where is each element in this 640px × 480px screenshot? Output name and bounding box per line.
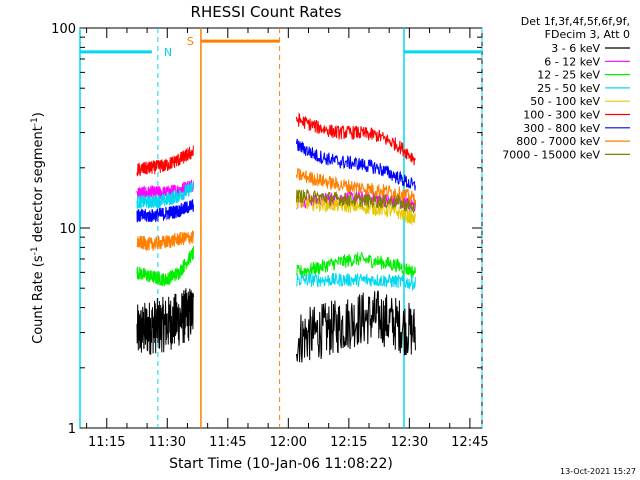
series-line-8-segment-2 [295,168,416,206]
series-line-3-segment-2 [295,250,416,278]
x-axis: 11:15 11:30 11:45 12:00 12:15 12:30 12:45 [86,28,489,450]
series-line-7-segment-1 [136,199,194,223]
y-axis-label-part2: detector segment [31,126,46,246]
legend-entry-label: 800 - 7000 keV [516,135,600,148]
series-line-6-segment-1 [136,145,194,177]
series-line-5-segment-2 [295,195,416,226]
legend-entry-label: 6 - 12 keV [544,55,600,68]
series-line-3-segment-1 [136,246,194,287]
series-line-7-segment-2 [295,138,416,191]
x-tick-label: 11:30 [149,435,186,450]
plot-area [79,27,483,429]
y-axis-label-part1: Count Rate (s [31,255,46,344]
series-line-2-segment-1 [136,179,194,200]
x-tick-label: 11:45 [209,435,246,450]
y-tick-label: 1 [68,422,76,437]
y-axis: 1 10 100 [51,22,482,437]
orbit-annotations: NS [79,28,483,428]
legend-entry-label: 50 - 100 keV [530,95,600,108]
y-axis-label: Count Rate (s-1 detector segment-1) [30,112,46,344]
y-axis-label-sup1: -1 [30,246,40,255]
chart-title: RHESSI Count Rates [191,3,342,21]
series-line-4-segment-1 [136,181,194,209]
legend-entry-label: 300 - 800 keV [523,122,600,135]
legend-entry-label: 3 - 6 keV [551,42,600,55]
legend-entry-label: 12 - 25 keV [537,69,600,82]
series-line-4-segment-2 [295,272,416,291]
series-line-6-segment-2 [295,111,416,166]
y-tick-label: 100 [51,22,76,37]
y-axis-label-sup2: -1 [30,117,40,126]
legend: Det 1f,3f,4f,5f,6f,9f, FDecim 3, Att 0 3… [502,15,630,161]
saa-label: S [187,35,194,48]
legend-header-1: Det 1f,3f,4f,5f,6f,9f, [521,15,630,28]
y-tick-label: 10 [59,222,76,237]
legend-entry-label: 7000 - 15000 keV [502,148,600,161]
series-line-8-segment-1 [136,230,194,251]
series-line-1-segment-1 [136,288,194,355]
legend-header-2: FDecim 3, Att 0 [545,28,630,41]
x-tick-label: 11:15 [88,435,125,450]
x-tick-label: 12:30 [391,435,428,450]
legend-entry-label: 25 - 50 keV [537,82,600,95]
x-tick-label: 12:45 [451,435,488,450]
series-line-1-segment-2 [295,290,416,363]
series-line-9-segment-2 [295,189,416,214]
x-tick-label: 12:15 [330,435,367,450]
x-tick-label: 12:00 [270,435,307,450]
footer-timestamp: 13-Oct-2021 15:27 [560,467,636,476]
y-axis-label-part3: ) [31,112,46,117]
x-axis-label: Start Time (10-Jan-06 11:08:22) [169,456,393,472]
series-layer [136,111,416,363]
legend-entry-label: 100 - 300 keV [523,109,600,122]
night-label: N [164,46,172,59]
plot-frame [79,27,483,429]
